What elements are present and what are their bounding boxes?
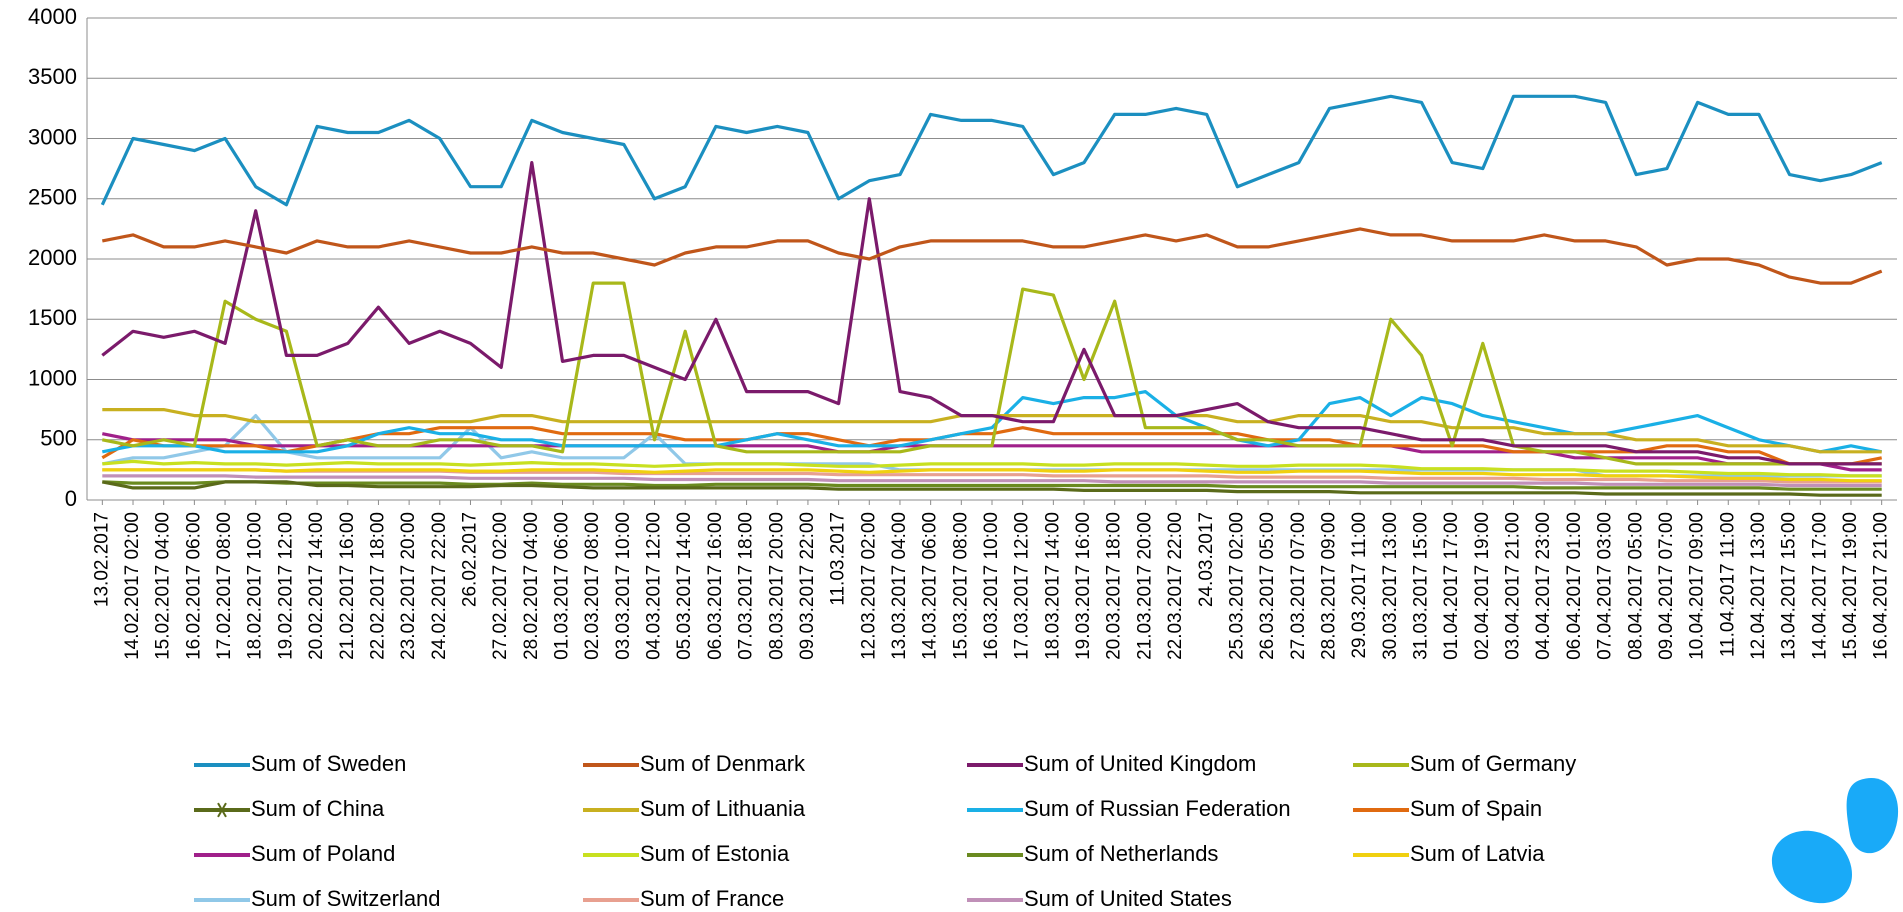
x-tick-label: 01.04.2017 17:00 [1441,512,1462,660]
legend-label: Sum of Russian Federation [1024,796,1291,821]
x-tick-label: 06.04.2017 01:00 [1564,512,1585,660]
y-tick-label: 0 [65,486,77,511]
series-line [101,480,1882,497]
legend-label: Sum of Netherlands [1024,841,1218,866]
y-tick-label: 1000 [28,365,77,390]
x-tick-label: 14.03.2017 06:00 [920,512,941,660]
x-tick-label: 16.04.2017 21:00 [1871,512,1892,660]
legend-label: Sum of France [640,886,784,911]
x-tick-label: 09.03.2017 22:00 [797,512,818,660]
series-line [101,161,1882,466]
x-tick-label: 10.04.2017 09:00 [1687,512,1708,660]
x-tick-label: 12.03.2017 02:00 [858,512,879,660]
legend-label: Sum of Estonia [640,841,790,866]
x-tick-label: 28.02.2017 04:00 [521,512,542,660]
x-tick-label: 08.03.2017 20:00 [766,512,787,660]
x-tick-label: 21.02.2017 16:00 [337,512,358,660]
y-tick-label: 2000 [28,245,77,270]
x-tick-label: 13.04.2017 15:00 [1779,512,1800,660]
x-tick-label: 19.02.2017 12:00 [275,512,296,660]
y-tick-label: 3000 [28,124,77,149]
x-tick-label: 04.04.2017 23:00 [1533,512,1554,660]
legend-label: Sum of United Kingdom [1024,751,1256,776]
x-tick-label: 18.02.2017 10:00 [245,512,266,660]
x-tick-label: 14.04.2017 17:00 [1809,512,1830,660]
x-tick-label: 09.04.2017 07:00 [1656,512,1677,660]
legend-label: Sum of Poland [251,841,395,866]
x-tick-label: 02.03.2017 08:00 [582,512,603,660]
x-tick-label: 25.03.2017 02:00 [1226,512,1247,660]
x-tick-label: 18.03.2017 14:00 [1042,512,1063,660]
y-tick-label: 2500 [28,185,77,210]
x-tick-label: 31.03.2017 15:00 [1411,512,1432,660]
y-tick-label: 4000 [28,4,77,29]
x-tick-label: 20.02.2017 14:00 [306,512,327,660]
series-line [102,468,1882,483]
x-tick-label: 13.02.2017 [91,512,112,607]
legend-label: Sum of Denmark [640,751,806,776]
legend-label: Sum of Germany [1410,751,1576,776]
x-tick-label: 24.02.2017 22:00 [429,512,450,660]
series-line [102,459,1882,478]
y-tick-label: 1500 [28,305,77,330]
y-tick-label: 500 [40,426,77,451]
series-line [100,94,1883,207]
x-tick-label: 26.02.2017 [459,512,480,607]
x-tick-label: 08.04.2017 05:00 [1625,512,1646,660]
legend-label: Sum of Spain [1410,796,1542,821]
x-tick-label: 20.03.2017 18:00 [1104,512,1125,660]
x-tick-label: 03.04.2017 21:00 [1503,512,1524,660]
x-tick-label: 04.03.2017 12:00 [644,512,665,660]
legend-label: Sum of Latvia [1410,841,1545,866]
x-tick-label: 11.04.2017 11:00 [1717,512,1738,657]
legend-label: Sum of Sweden [251,751,406,776]
x-tick-label: 17.03.2017 12:00 [1012,512,1033,660]
x-tick-label: 23.02.2017 20:00 [398,512,419,660]
x-tick-label: 22.02.2017 18:00 [367,512,388,660]
series-line [101,281,1882,466]
x-tick-label: 07.04.2017 03:00 [1595,512,1616,660]
series-line [102,480,1882,491]
x-tick-label: 24.03.2017 [1196,512,1217,607]
x-tick-label: 21.03.2017 20:00 [1134,512,1155,660]
x-tick-label: 12.04.2017 13:00 [1748,512,1769,660]
x-tick-label: 27.03.2017 07:00 [1288,512,1309,660]
x-tick-label: 14.02.2017 02:00 [122,512,143,660]
x-tick-label: 01.03.2017 06:00 [552,512,573,660]
legend-label: Sum of China [251,796,385,821]
x-tick-label: 27.02.2017 02:00 [490,512,511,660]
x-tick-label: 03.03.2017 10:00 [613,512,634,660]
legend-label: Sum of United States [1024,886,1232,911]
legend-label: Sum of Switzerland [251,886,441,911]
x-tick-label: 13.03.2017 04:00 [889,512,910,660]
x-tick-label: 16.03.2017 10:00 [981,512,1002,660]
series-line [101,227,1883,285]
x-tick-label: 28.03.2017 09:00 [1318,512,1339,660]
x-tick-label: 07.03.2017 18:00 [736,512,757,660]
x-tick-label: 11.03.2017 [828,512,849,606]
y-tick-label: 3500 [28,64,77,89]
x-tick-label: 22.03.2017 22:00 [1165,512,1186,660]
x-tick-label: 06.03.2017 16:00 [705,512,726,660]
legend-label: Sum of Lithuania [640,796,806,821]
x-tick-label: 02.04.2017 19:00 [1472,512,1493,660]
x-tick-label: 19.03.2017 16:00 [1073,512,1094,660]
x-tick-label: 30.03.2017 13:00 [1380,512,1401,660]
series-line [102,474,1882,488]
x-tick-label: 17.02.2017 08:00 [214,512,235,660]
x-tick-label: 15.02.2017 04:00 [153,512,174,660]
x-tick-label: 26.03.2017 05:00 [1257,512,1278,660]
legend-marker [217,802,227,818]
x-tick-label: 15.03.2017 08:00 [950,512,971,660]
x-tick-label: 05.03.2017 14:00 [674,512,695,660]
series-line [101,426,1883,466]
x-tick-label: 16.02.2017 06:00 [183,512,204,660]
logo [1771,778,1899,904]
x-tick-label: 29.03.2017 11:00 [1349,512,1370,659]
x-tick-label: 15.04.2017 19:00 [1840,512,1861,660]
